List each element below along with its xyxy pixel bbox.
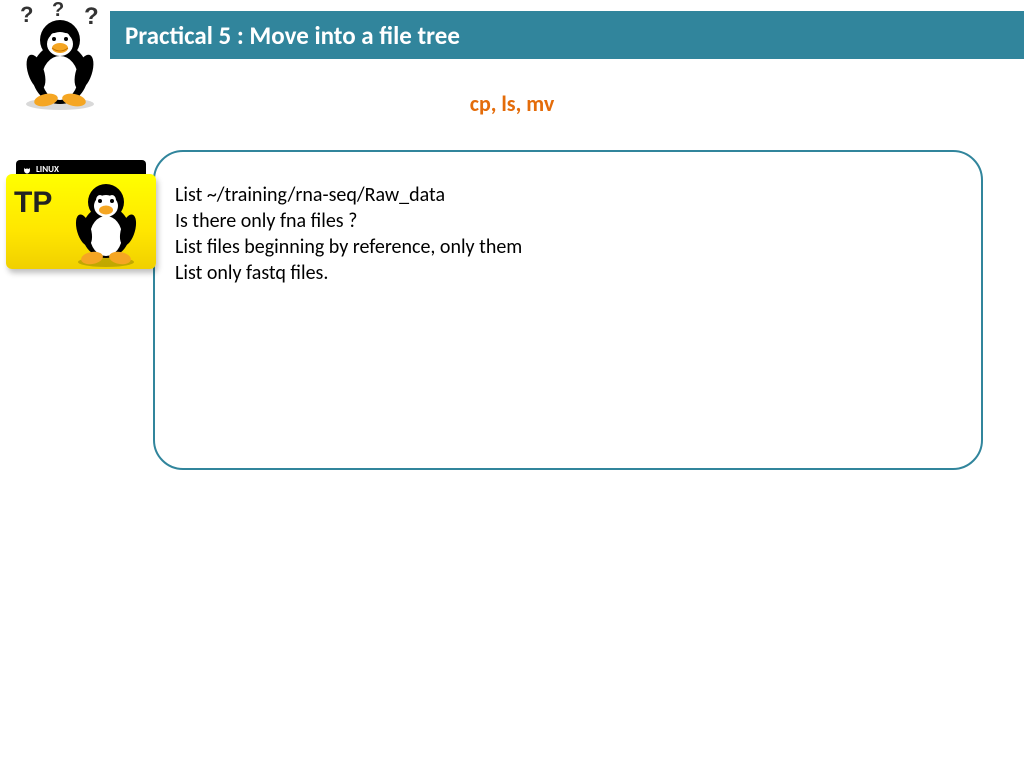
tp-folder-icon: LINUX TP xyxy=(6,160,161,275)
svg-text:?: ? xyxy=(52,2,64,21)
svg-text:?: ? xyxy=(84,3,99,30)
page-title: Practical 5 : Move into a file tree xyxy=(125,20,460,51)
mini-tux-icon xyxy=(22,164,32,174)
svg-text:?: ? xyxy=(20,2,33,27)
exercise-box: List ~/training/rna-seq/Raw_data Is ther… xyxy=(153,150,983,470)
subtitle-commands: cp, ls, mv xyxy=(0,90,1024,117)
exercise-line-4: List only fastq files. xyxy=(175,260,961,286)
folder-tab-label: LINUX xyxy=(36,164,59,175)
header-bar: Practical 5 : Move into a file tree xyxy=(110,11,1024,59)
tp-label: TP xyxy=(14,186,52,220)
exercise-line-1: List ~/training/rna-seq/Raw_data xyxy=(175,182,961,208)
exercise-line-3: List files beginning by reference, only … xyxy=(175,234,961,260)
exercise-line-2: Is there only fna files ? xyxy=(175,208,961,234)
folder-tux-icon xyxy=(64,174,149,269)
